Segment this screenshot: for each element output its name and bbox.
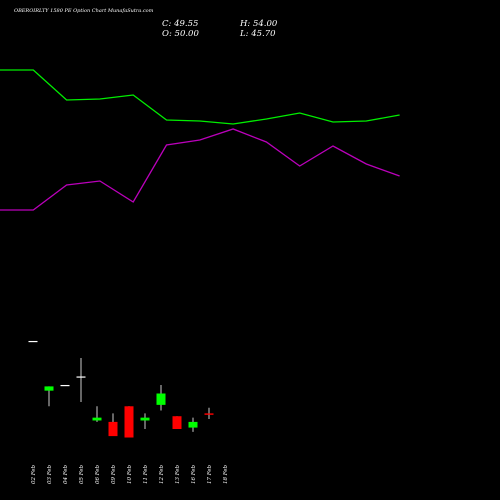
candle-body (124, 406, 134, 438)
candle-body (188, 421, 198, 428)
x-tick-label: 13 Feb (175, 464, 181, 484)
x-tick-label: 17 Feb (207, 464, 213, 484)
candle-body (92, 417, 102, 421)
candle (76, 358, 86, 403)
x-tick-label: 02 Feb (31, 464, 37, 484)
indicator-line-green (0, 69, 400, 125)
x-tick-label: 16 Feb (191, 464, 197, 484)
x-tick-label: 05 Feb (79, 464, 85, 484)
candle (204, 407, 214, 420)
x-tick-label: 10 Feb (127, 464, 133, 484)
candle (92, 406, 102, 422)
candle-body (60, 384, 70, 387)
close-value: C: 49.55 (162, 19, 199, 29)
x-tick-label: 03 Feb (47, 464, 53, 484)
x-tick-label: 18 Feb (223, 464, 229, 484)
x-tick-label: 09 Feb (111, 464, 117, 484)
candle-body (140, 417, 150, 421)
high-value: H: 54.00 (240, 19, 278, 29)
candle (108, 413, 118, 437)
x-tick-label: 06 Feb (95, 464, 101, 484)
candlesticks (28, 340, 214, 438)
candle (172, 416, 182, 429)
candle (60, 384, 70, 387)
indicator-line-magenta (0, 128, 400, 211)
candle (188, 417, 198, 432)
candle (44, 386, 54, 407)
low-value: L: 45.70 (240, 29, 276, 39)
candle-body (28, 340, 38, 343)
candle-body (204, 413, 214, 415)
x-axis-labels: 02 Feb 03 Feb 04 Feb 05 Feb 06 Feb 09 Feb 10 F… (31, 464, 229, 484)
open-value: O: 50.00 (162, 29, 199, 39)
indicator-lines (0, 69, 400, 211)
candle (124, 406, 134, 438)
candle-body (156, 393, 166, 405)
x-tick-label: 04 Feb (63, 464, 69, 484)
candle-body (172, 416, 182, 429)
candle-body (76, 376, 86, 378)
chart-title: OBEROIRLTY 1580 PE Option Chart MunafaSu… (14, 8, 154, 14)
candle-body (108, 421, 118, 437)
candle (156, 384, 166, 411)
x-tick-label: 11 Feb (143, 464, 149, 484)
candle (28, 340, 38, 343)
candle-body (44, 386, 54, 391)
x-tick-label: 12 Feb (159, 464, 165, 484)
candle (140, 413, 150, 429)
